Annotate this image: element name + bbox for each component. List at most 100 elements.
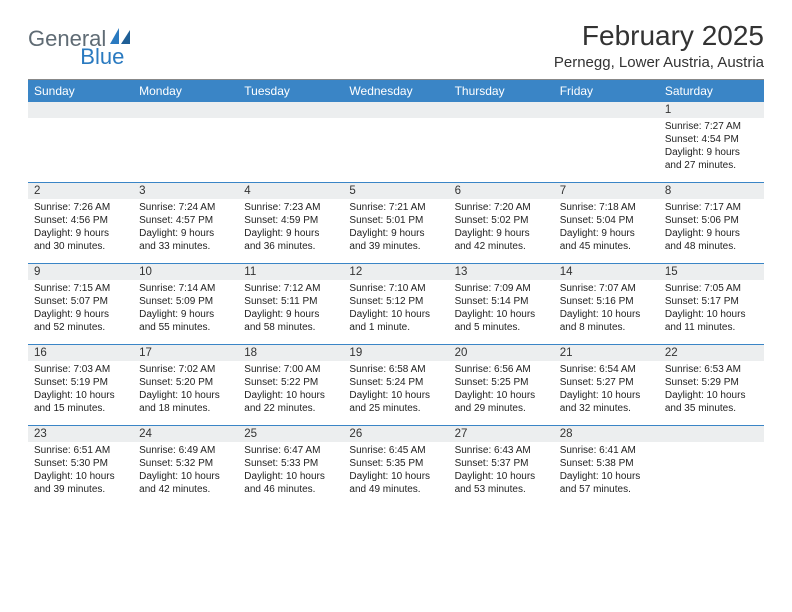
day-number: 10	[133, 264, 238, 280]
daylight: Daylight: 10 hours and 49 minutes.	[349, 470, 442, 496]
day-cell	[659, 442, 764, 506]
sunset: Sunset: 5:07 PM	[34, 295, 127, 308]
day-cell: Sunrise: 7:02 AMSunset: 5:20 PMDaylight:…	[133, 361, 238, 425]
sunset: Sunset: 5:32 PM	[139, 457, 232, 470]
daylight: Daylight: 9 hours and 58 minutes.	[244, 308, 337, 334]
content-row: Sunrise: 7:15 AMSunset: 5:07 PMDaylight:…	[28, 280, 764, 344]
day-cell: Sunrise: 6:45 AMSunset: 5:35 PMDaylight:…	[343, 442, 448, 506]
sunset: Sunset: 5:19 PM	[34, 376, 127, 389]
sunset: Sunset: 4:59 PM	[244, 214, 337, 227]
day-number: 27	[449, 426, 554, 442]
daylight: Daylight: 10 hours and 39 minutes.	[34, 470, 127, 496]
day-cell: Sunrise: 6:58 AMSunset: 5:24 PMDaylight:…	[343, 361, 448, 425]
day-number: 20	[449, 345, 554, 361]
sunrise: Sunrise: 7:02 AM	[139, 363, 232, 376]
day-number: 9	[28, 264, 133, 280]
day-number	[449, 102, 554, 118]
sunrise: Sunrise: 6:58 AM	[349, 363, 442, 376]
sunset: Sunset: 4:57 PM	[139, 214, 232, 227]
daylight: Daylight: 9 hours and 45 minutes.	[560, 227, 653, 253]
daylight: Daylight: 9 hours and 30 minutes.	[34, 227, 127, 253]
sunrise: Sunrise: 7:17 AM	[665, 201, 758, 214]
day-cell: Sunrise: 7:24 AMSunset: 4:57 PMDaylight:…	[133, 199, 238, 263]
content-row: Sunrise: 7:03 AMSunset: 5:19 PMDaylight:…	[28, 361, 764, 425]
sunset: Sunset: 5:30 PM	[34, 457, 127, 470]
sunset: Sunset: 5:02 PM	[455, 214, 548, 227]
sunrise: Sunrise: 7:14 AM	[139, 282, 232, 295]
day-number: 14	[554, 264, 659, 280]
day-cell: Sunrise: 6:47 AMSunset: 5:33 PMDaylight:…	[238, 442, 343, 506]
day-number: 16	[28, 345, 133, 361]
sunrise: Sunrise: 6:53 AM	[665, 363, 758, 376]
day-cell: Sunrise: 6:43 AMSunset: 5:37 PMDaylight:…	[449, 442, 554, 506]
day-cell: Sunrise: 6:54 AMSunset: 5:27 PMDaylight:…	[554, 361, 659, 425]
sunrise: Sunrise: 6:45 AM	[349, 444, 442, 457]
day-cell: Sunrise: 7:15 AMSunset: 5:07 PMDaylight:…	[28, 280, 133, 344]
sunset: Sunset: 5:29 PM	[665, 376, 758, 389]
sunset: Sunset: 5:24 PM	[349, 376, 442, 389]
sunset: Sunset: 5:33 PM	[244, 457, 337, 470]
daylight: Daylight: 10 hours and 5 minutes.	[455, 308, 548, 334]
day-number: 8	[659, 183, 764, 199]
day-number: 19	[343, 345, 448, 361]
month-title: February 2025	[554, 20, 764, 52]
week: 232425262728Sunrise: 6:51 AMSunset: 5:30…	[28, 425, 764, 506]
sunrise: Sunrise: 6:56 AM	[455, 363, 548, 376]
sunrise: Sunrise: 7:00 AM	[244, 363, 337, 376]
day-cell: Sunrise: 6:41 AMSunset: 5:38 PMDaylight:…	[554, 442, 659, 506]
day-header: Friday	[554, 80, 659, 102]
day-header: Monday	[133, 80, 238, 102]
sunset: Sunset: 5:09 PM	[139, 295, 232, 308]
daylight: Daylight: 9 hours and 48 minutes.	[665, 227, 758, 253]
day-cell: Sunrise: 7:10 AMSunset: 5:12 PMDaylight:…	[343, 280, 448, 344]
daynum-row: 16171819202122	[28, 345, 764, 361]
sunrise: Sunrise: 7:07 AM	[560, 282, 653, 295]
day-cell: Sunrise: 7:18 AMSunset: 5:04 PMDaylight:…	[554, 199, 659, 263]
daylight: Daylight: 10 hours and 57 minutes.	[560, 470, 653, 496]
sunrise: Sunrise: 7:12 AM	[244, 282, 337, 295]
sunrise: Sunrise: 6:41 AM	[560, 444, 653, 457]
sunrise: Sunrise: 7:10 AM	[349, 282, 442, 295]
daylight: Daylight: 10 hours and 22 minutes.	[244, 389, 337, 415]
sunrise: Sunrise: 7:21 AM	[349, 201, 442, 214]
sunset: Sunset: 5:25 PM	[455, 376, 548, 389]
day-number: 15	[659, 264, 764, 280]
daylight: Daylight: 10 hours and 11 minutes.	[665, 308, 758, 334]
daylight: Daylight: 10 hours and 42 minutes.	[139, 470, 232, 496]
daylight: Daylight: 10 hours and 15 minutes.	[34, 389, 127, 415]
sunset: Sunset: 5:22 PM	[244, 376, 337, 389]
day-number: 18	[238, 345, 343, 361]
daylight: Daylight: 9 hours and 27 minutes.	[665, 146, 758, 172]
day-header: Sunday	[28, 80, 133, 102]
day-cell: Sunrise: 6:56 AMSunset: 5:25 PMDaylight:…	[449, 361, 554, 425]
day-cell: Sunrise: 7:12 AMSunset: 5:11 PMDaylight:…	[238, 280, 343, 344]
title-block: February 2025 Pernegg, Lower Austria, Au…	[554, 20, 764, 71]
sunrise: Sunrise: 7:27 AM	[665, 120, 758, 133]
day-header-row: Sunday Monday Tuesday Wednesday Thursday…	[28, 80, 764, 102]
week: 1Sunrise: 7:27 AMSunset: 4:54 PMDaylight…	[28, 102, 764, 182]
sunset: Sunset: 5:14 PM	[455, 295, 548, 308]
sunset: Sunset: 5:12 PM	[349, 295, 442, 308]
day-number: 3	[133, 183, 238, 199]
calendar: Sunday Monday Tuesday Wednesday Thursday…	[28, 80, 764, 506]
sunrise: Sunrise: 6:49 AM	[139, 444, 232, 457]
day-cell: Sunrise: 7:20 AMSunset: 5:02 PMDaylight:…	[449, 199, 554, 263]
day-cell: Sunrise: 7:21 AMSunset: 5:01 PMDaylight:…	[343, 199, 448, 263]
daylight: Daylight: 10 hours and 18 minutes.	[139, 389, 232, 415]
daylight: Daylight: 10 hours and 53 minutes.	[455, 470, 548, 496]
content-row: Sunrise: 7:27 AMSunset: 4:54 PMDaylight:…	[28, 118, 764, 182]
day-cell: Sunrise: 6:53 AMSunset: 5:29 PMDaylight:…	[659, 361, 764, 425]
logo-text-blue: Blue	[80, 44, 124, 70]
day-cell: Sunrise: 6:51 AMSunset: 5:30 PMDaylight:…	[28, 442, 133, 506]
content-row: Sunrise: 7:26 AMSunset: 4:56 PMDaylight:…	[28, 199, 764, 263]
week: 9101112131415Sunrise: 7:15 AMSunset: 5:0…	[28, 263, 764, 344]
day-cell: Sunrise: 7:23 AMSunset: 4:59 PMDaylight:…	[238, 199, 343, 263]
location: Pernegg, Lower Austria, Austria	[554, 54, 764, 71]
day-cell: Sunrise: 7:17 AMSunset: 5:06 PMDaylight:…	[659, 199, 764, 263]
day-number: 6	[449, 183, 554, 199]
sunrise: Sunrise: 6:51 AM	[34, 444, 127, 457]
day-cell	[28, 118, 133, 182]
sunset: Sunset: 4:54 PM	[665, 133, 758, 146]
day-header: Tuesday	[238, 80, 343, 102]
sunrise: Sunrise: 6:54 AM	[560, 363, 653, 376]
